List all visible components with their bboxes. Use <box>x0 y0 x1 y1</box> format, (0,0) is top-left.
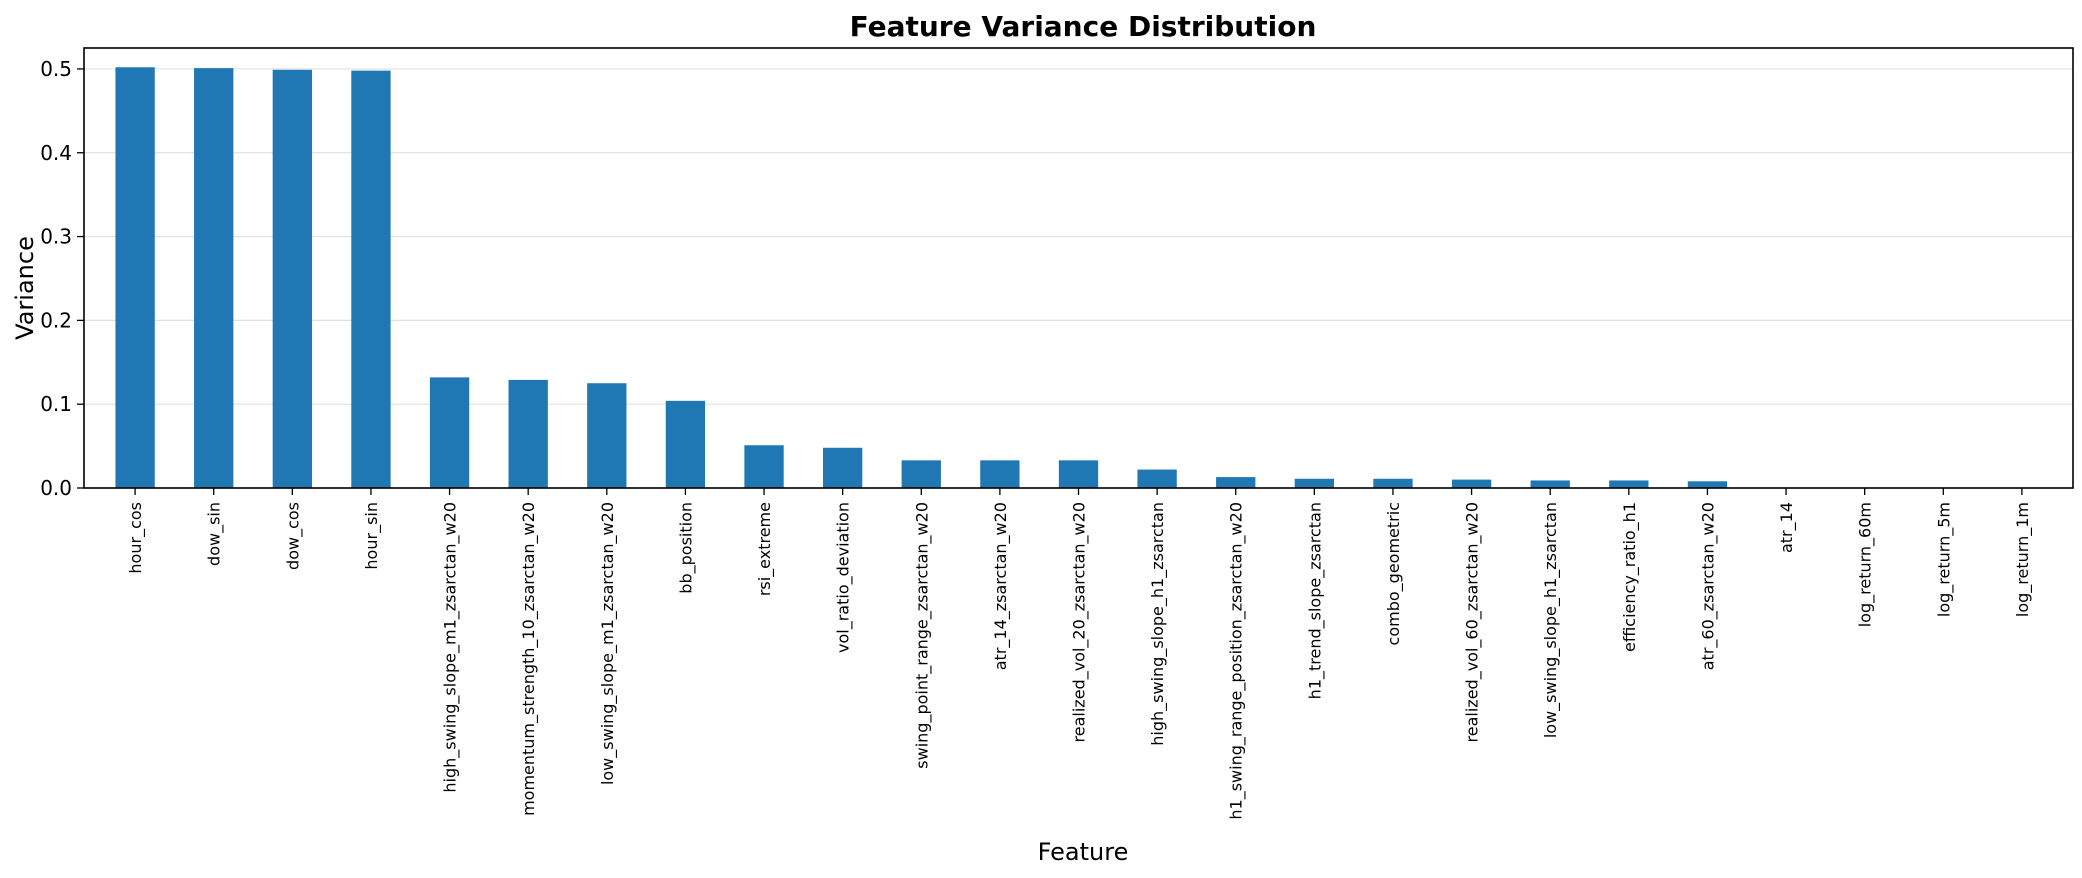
y-axis-label: Variance <box>11 236 39 340</box>
y-tick-label: 0.4 <box>40 141 72 165</box>
x-tick-label: hour_sin <box>362 502 382 570</box>
bar <box>1609 480 1649 488</box>
x-tick-label: log_return_5m <box>1934 502 1954 617</box>
bar <box>665 400 706 488</box>
x-tick-label: atr_14 <box>1777 502 1797 553</box>
bar <box>901 460 941 488</box>
x-tick-label: h1_swing_range_position_zsarctan_w20 <box>1227 502 1247 820</box>
x-tick-label: vol_ratio_deviation <box>834 502 854 653</box>
x-tick-label: atr_60_zsarctan_w20 <box>1698 502 1718 670</box>
bar <box>272 69 312 489</box>
chart-title: Feature Variance Distribution <box>850 10 1317 43</box>
bar <box>508 379 548 488</box>
x-tick-label: dow_sin <box>205 502 225 566</box>
x-tick-label: low_swing_slope_h1_zsarctan <box>1541 502 1561 738</box>
bar <box>1373 478 1413 488</box>
x-tick-label: high_swing_slope_h1_zsarctan <box>1148 502 1168 746</box>
x-tick-label: atr_14_zsarctan_w20 <box>991 502 1011 670</box>
y-tick-label: 0.5 <box>40 57 72 81</box>
x-tick-label: dow_cos <box>283 502 303 570</box>
x-tick-label: h1_trend_slope_zsarctan <box>1305 502 1325 699</box>
x-tick-label: rsi_extreme <box>755 502 775 596</box>
bar <box>1530 480 1570 488</box>
x-tick-label: efficiency_ratio_h1 <box>1620 502 1640 652</box>
x-tick-label: log_return_60m <box>1856 502 1876 627</box>
x-tick-label: low_swing_slope_m1_zsarctan_w20 <box>598 502 618 785</box>
bar <box>822 447 863 488</box>
x-tick-label: bb_position <box>676 502 696 594</box>
x-axis-ticks: hour_cos dow_sin dow_cos hour_sin high_swing… <box>126 488 2033 820</box>
bar <box>1687 481 1728 488</box>
x-tick-label: high_swing_slope_m1_zsarctan_w20 <box>441 502 461 793</box>
x-tick-label: realized_vol_20_zsarctan_w20 <box>1070 502 1090 742</box>
bar <box>194 68 234 488</box>
y-axis-ticks: 0.0 0.1 0.2 0.3 0.4 0.5 <box>40 57 84 500</box>
x-tick-label: swing_point_range_zsarctan_w20 <box>912 502 932 769</box>
x-tick-label: realized_vol_60_zsarctan_w20 <box>1463 502 1483 742</box>
y-tick-label: 0.1 <box>40 392 72 416</box>
bar <box>1137 469 1177 488</box>
bar <box>115 67 155 489</box>
bar <box>1058 460 1099 488</box>
y-tick-label: 0.2 <box>40 308 72 332</box>
bar <box>351 70 391 488</box>
bars <box>115 67 2042 489</box>
x-tick-label: log_return_1m <box>2013 502 2033 617</box>
y-tick-label: 0.0 <box>40 476 72 500</box>
bar <box>429 377 470 488</box>
bar <box>1294 478 1335 488</box>
bar <box>1216 477 1256 488</box>
bar <box>980 460 1020 488</box>
bar <box>744 445 784 488</box>
x-tick-label: hour_cos <box>126 502 146 574</box>
x-tick-label: momentum_strength_10_zsarctan_w20 <box>519 502 539 816</box>
bar <box>587 383 627 488</box>
x-axis-label: Feature <box>1038 838 1129 866</box>
bar <box>1451 479 1492 488</box>
x-tick-label: combo_geometric <box>1384 502 1404 645</box>
y-tick-label: 0.3 <box>40 225 72 249</box>
